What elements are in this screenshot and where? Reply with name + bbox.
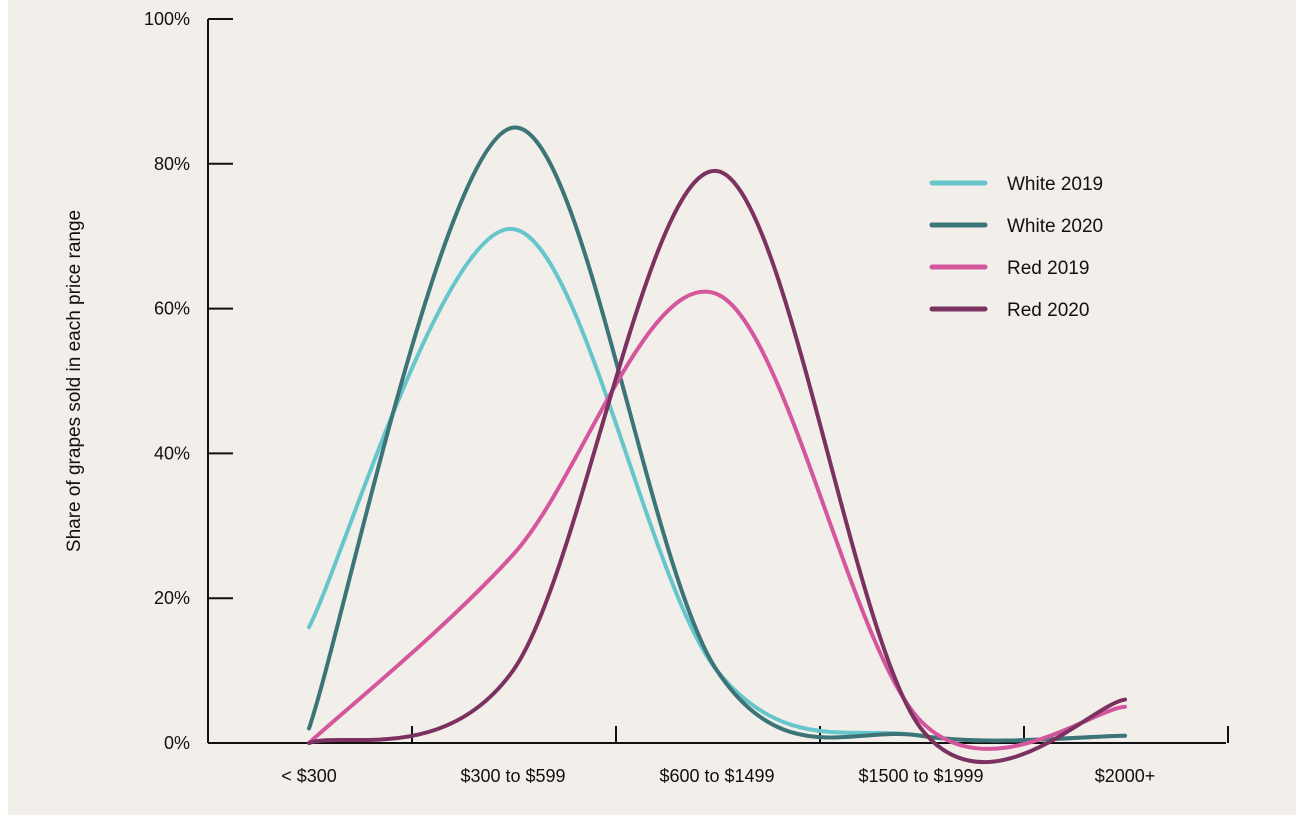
x-tick-label: $300 to $599 [460,766,565,786]
x-tick-label: $600 to $1499 [659,766,774,786]
x-tick-label: $1500 to $1999 [858,766,983,786]
y-tick-label: 80% [154,154,190,174]
series-lines [307,125,1127,765]
series-line-white-2020 [307,125,1127,743]
chart-background [8,0,1296,815]
series-line-red-2020 [307,169,1127,765]
x-tick-label: $2000+ [1095,766,1156,786]
legend-label-white-2019: White 2019 [1007,174,1103,195]
y-tick-label: 60% [154,299,190,319]
y-tick-label: 100% [144,9,190,29]
series-line-white-2019 [307,226,1127,743]
y-tick-label: 20% [154,588,190,608]
series-line-red-2019 [307,289,1127,751]
y-axis-label: Share of grapes sold in each price range [64,210,85,552]
y-ticks: 0% 20% 40% 60% 80% 100% [144,9,233,753]
x-tick-label: < $300 [281,766,337,786]
x-ticks: < $300 $300 to $599 $600 to $1499 $1500 to … [281,726,1229,786]
y-tick-label: 0% [164,733,190,753]
y-tick-label: 40% [154,443,190,463]
legend-label-red-2020: Red 2020 [1007,300,1089,321]
legend-label-white-2020: White 2020 [1007,216,1103,237]
axes [207,19,1226,744]
legend: White 2019 White 2020 Red 2019 Red 2020 [929,174,1103,321]
legend-label-red-2019: Red 2019 [1007,258,1089,279]
